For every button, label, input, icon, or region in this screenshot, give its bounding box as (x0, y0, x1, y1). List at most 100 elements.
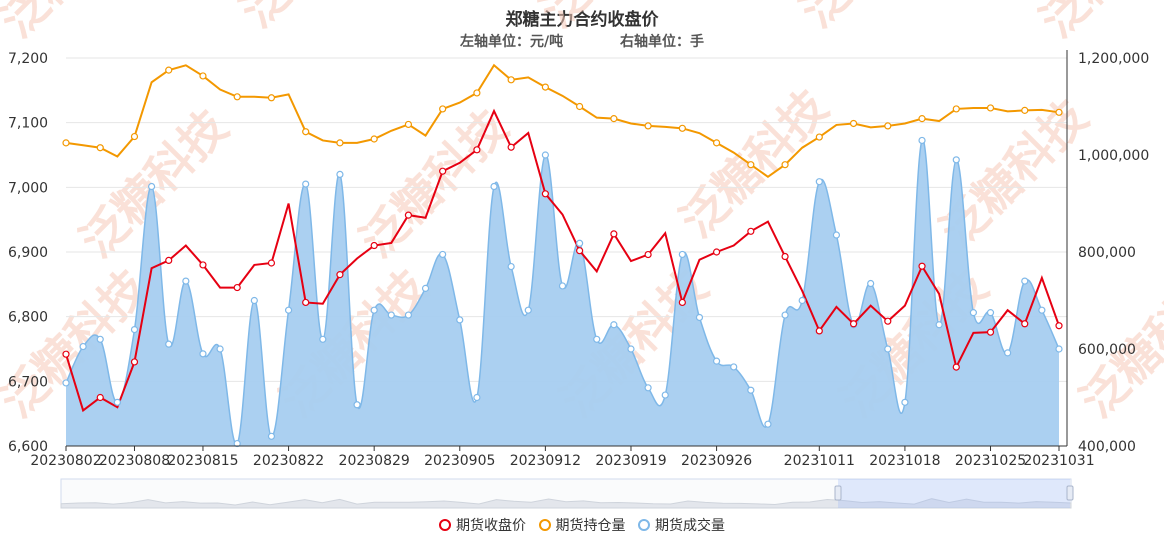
volume-point (867, 279, 875, 288)
slider-preview (60, 498, 1072, 509)
right-axis-tick-label: 600,000 (1078, 342, 1136, 358)
open-interest-point (849, 119, 858, 128)
volume-point (695, 313, 704, 322)
chart-subtitle: 左轴单位：元/吨 右轴单位：手 (0, 31, 1164, 51)
volume-point (781, 311, 789, 319)
right-axis-unit: 右轴单位：手 (620, 34, 704, 50)
close-price-point (267, 259, 276, 267)
volume-point (1021, 277, 1029, 285)
volume-point (284, 306, 293, 314)
close-price-point (644, 250, 652, 259)
close-price-point (336, 271, 344, 279)
close-price-point (952, 363, 960, 371)
volume-point (370, 306, 378, 314)
close-price-point (199, 261, 207, 269)
volume-point (747, 386, 755, 394)
open-interest-point (267, 94, 276, 102)
close-price-point (507, 143, 515, 151)
axes: 6,600 6,700 6,800 6,900 7,000 7,100 7,200 400,0… (8, 50, 1149, 469)
volume-point (216, 345, 224, 353)
volume-point (302, 180, 310, 188)
right-axis-tick-label: 800,000 (1078, 245, 1136, 261)
close-price-point (473, 146, 481, 154)
left-axis-tick-label: 7,000 (8, 180, 48, 196)
volume-point (353, 401, 361, 409)
open-interest-point (952, 105, 960, 113)
left-axis-tick-label: 6,600 (8, 439, 48, 455)
data-zoom-slider[interactable] (60, 478, 1074, 509)
volume-point (233, 439, 241, 448)
close-price-point (302, 298, 310, 307)
open-interest-point (712, 139, 721, 147)
close-price-point (712, 248, 721, 256)
close-price-point (986, 328, 995, 336)
close-price-point (849, 320, 858, 328)
volume-point (387, 311, 395, 319)
x-axis-tick-label: 20231018 (869, 453, 940, 469)
x-axis-tick-label: 20230926 (681, 453, 752, 469)
legend: 期货收盘价 期货持仓量 期货成交量 (0, 515, 1164, 535)
watermark-text: 泛糖科技 (1030, 0, 1164, 48)
legend-item-open-interest[interactable]: 期货持仓量 (538, 515, 626, 535)
volume-point (148, 182, 156, 191)
legend-open-interest-icon (538, 519, 551, 531)
slider-selection[interactable] (838, 479, 1070, 508)
close-price-point (233, 283, 241, 292)
x-axis-tick-label: 20230802 (30, 453, 101, 469)
close-price-point (918, 262, 926, 270)
open-interest-point (62, 139, 70, 147)
close-price-point (130, 358, 139, 366)
volume-point (901, 398, 909, 406)
left-axis-tick-label: 7,200 (8, 51, 48, 67)
open-interest-point (747, 161, 755, 169)
left-axis-tick-label: 7,100 (8, 116, 48, 132)
right-axis-tick-label: 1,200,000 (1078, 51, 1149, 67)
close-price-point (165, 256, 173, 265)
volume-point (79, 342, 87, 351)
volume-point (644, 384, 652, 392)
left-axis-tick-label: 6,900 (8, 245, 48, 261)
volume-point (490, 182, 498, 191)
legend-close-icon (439, 519, 452, 531)
left-axis-unit: 左轴单位：元/吨 (460, 34, 564, 50)
open-interest-point (336, 139, 344, 147)
close-price-point (610, 230, 618, 238)
open-interest-point (781, 161, 789, 169)
close-price-point (1055, 322, 1063, 330)
volume-point (935, 321, 943, 329)
open-interest-point (370, 135, 378, 143)
chart-title: 郑糖主力合约收盘价 (505, 10, 659, 30)
open-interest-point (507, 76, 515, 84)
volume-point (678, 250, 686, 259)
open-interest-point (165, 66, 173, 74)
volume-point (524, 306, 532, 314)
volume-point (918, 136, 926, 145)
close-price-point (96, 393, 104, 402)
volume-point (798, 296, 806, 305)
volume-area-fill (66, 139, 1059, 446)
open-interest-point (541, 83, 549, 91)
slider-handle[interactable] (834, 485, 842, 501)
volume-point (610, 321, 618, 329)
legend-item-close[interactable]: 期货收盘价 (439, 515, 526, 535)
x-axis-tick-label: 20230829 (339, 453, 410, 469)
close-price-point (404, 211, 413, 219)
volume-point (730, 363, 738, 371)
watermark-text: 泛糖科技 (230, 0, 398, 38)
close-price-point (370, 241, 378, 250)
close-price-point (439, 167, 447, 175)
volume-point (199, 350, 207, 358)
close-price-point (62, 350, 70, 358)
volume-point (250, 296, 258, 305)
legend-item-volume[interactable]: 期货成交量 (637, 515, 725, 535)
volume-point (473, 393, 481, 402)
slider-handle[interactable] (1066, 485, 1074, 501)
legend-close-label: 期货收盘价 (456, 518, 527, 534)
open-interest-point (884, 122, 892, 130)
volume-point (593, 335, 601, 343)
open-interest-point (233, 93, 241, 101)
close-price-point (576, 247, 584, 255)
open-interest-point (96, 144, 104, 152)
